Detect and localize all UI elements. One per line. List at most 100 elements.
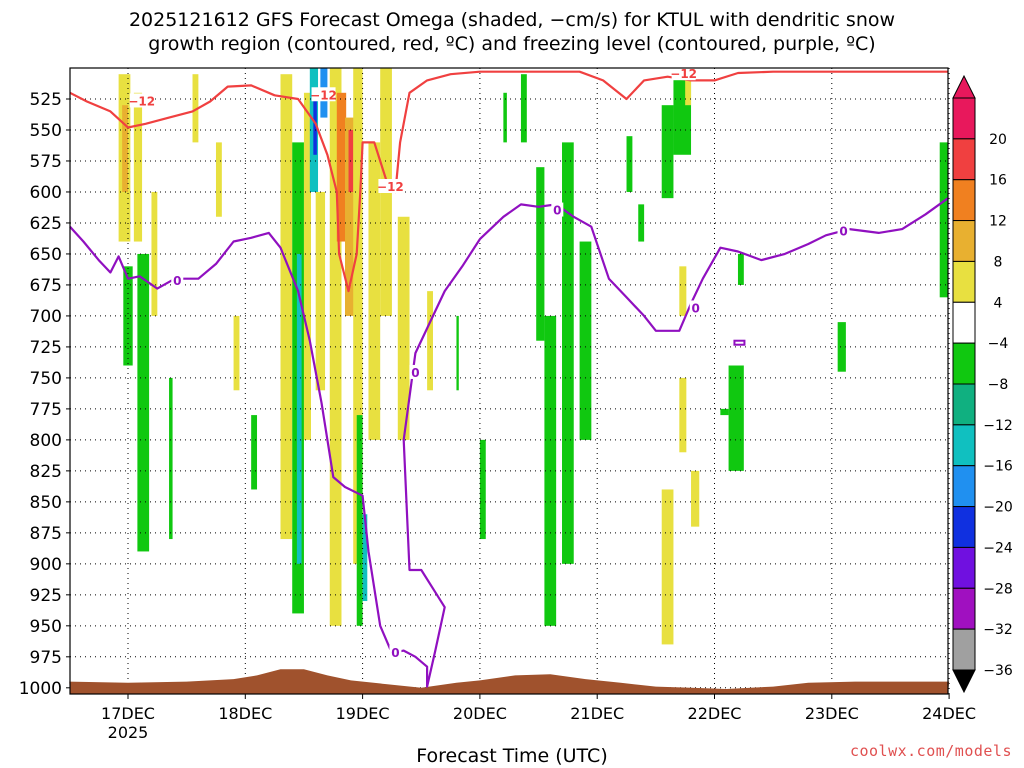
terrain-fill bbox=[69, 669, 950, 694]
omega-cell bbox=[296, 253, 302, 564]
omega-cell bbox=[720, 408, 729, 416]
colorbar-label: −28 bbox=[983, 581, 1013, 597]
y-tick-label: 825 bbox=[30, 462, 62, 482]
omega-cell bbox=[737, 253, 744, 285]
colorbar-band bbox=[952, 628, 976, 671]
x-year-label: 2025 bbox=[108, 723, 149, 742]
dgz-contour-label: −12 bbox=[670, 67, 697, 81]
omega-cell bbox=[520, 74, 527, 143]
omega-cell bbox=[728, 365, 744, 471]
omega-cell bbox=[356, 415, 363, 626]
y-tick-label: 550 bbox=[30, 121, 62, 141]
omega-cell bbox=[233, 315, 240, 391]
freezing-level-label: 0 bbox=[692, 301, 700, 315]
omega-cell bbox=[397, 216, 410, 440]
y-tick-label: 900 bbox=[30, 555, 62, 575]
colorbar-label: −24 bbox=[983, 540, 1013, 556]
omega-cell bbox=[456, 315, 459, 391]
omega-cell bbox=[251, 415, 258, 490]
omega-cell bbox=[215, 142, 222, 217]
colorbar-label: −4 bbox=[988, 336, 1009, 352]
source-credit: coolwx.com/models bbox=[849, 742, 1012, 760]
colorbar-label: 4 bbox=[994, 295, 1003, 311]
omega-cell bbox=[315, 191, 326, 391]
omega-cell bbox=[336, 92, 347, 242]
colorbar-band bbox=[952, 465, 976, 508]
freezing-level-contour: 0 0 0 0 0 0 bbox=[69, 197, 949, 688]
freezing-label-bg bbox=[837, 223, 850, 238]
plot-frame bbox=[69, 67, 949, 695]
omega-cell bbox=[691, 470, 700, 527]
freezing-level-label: 0 bbox=[411, 366, 419, 380]
freezing-label-bg bbox=[389, 645, 402, 660]
x-axis-title: Forecast Time (UTC) bbox=[416, 745, 608, 767]
colorbar-label: −12 bbox=[983, 418, 1013, 434]
omega-cell bbox=[192, 74, 199, 143]
omega-cell bbox=[133, 92, 143, 242]
freezing-level-label: 0 bbox=[391, 646, 399, 660]
omega-cell bbox=[280, 74, 293, 540]
colorbar-band bbox=[952, 383, 976, 426]
omega-cell bbox=[169, 377, 173, 540]
omega-cell bbox=[638, 204, 645, 242]
colorbar-band bbox=[952, 506, 976, 548]
freezing-level-label: 0 bbox=[173, 274, 181, 288]
colorbar-label: 8 bbox=[994, 254, 1003, 270]
freezing-level-isolated-contour bbox=[733, 339, 746, 346]
omega-cell bbox=[123, 266, 133, 366]
dgz-contour-label: −12 bbox=[310, 88, 337, 102]
y-tick-label: 775 bbox=[30, 400, 62, 420]
omega-shading bbox=[118, 68, 948, 645]
omega-cell bbox=[679, 377, 687, 453]
dgz-label-bg bbox=[671, 66, 696, 81]
colorbar-band bbox=[952, 260, 976, 303]
freezing-label-bg bbox=[551, 202, 564, 217]
x-tick-label: 17DEC bbox=[101, 704, 155, 723]
omega-cell bbox=[151, 191, 158, 316]
y-tick-label: 925 bbox=[30, 586, 62, 606]
dgz-label-bg bbox=[378, 179, 403, 194]
colorbar-band bbox=[952, 97, 976, 140]
y-tick-label: 975 bbox=[30, 648, 62, 668]
x-tick-label: 23DEC bbox=[805, 704, 859, 723]
chart-title-line-2: growth region (contoured, red, ºC) and f… bbox=[148, 33, 876, 55]
colorbar-label: −16 bbox=[983, 459, 1013, 475]
omega-cell bbox=[685, 74, 692, 106]
y-tick-label: 800 bbox=[30, 431, 62, 451]
dgz-contour-line bbox=[69, 70, 948, 293]
colorbar-band bbox=[952, 220, 976, 262]
colorbar-label: −32 bbox=[983, 622, 1013, 638]
freezing-label-bg bbox=[171, 273, 184, 288]
colorbar-band bbox=[952, 179, 976, 222]
y-tick-label: 525 bbox=[30, 90, 62, 110]
chart-title-line-1: 2025121612 GFS Forecast Omega (shaded, −… bbox=[128, 9, 896, 31]
omega-cell bbox=[303, 92, 311, 440]
dgz-label-bg bbox=[311, 87, 336, 102]
x-tick-label: 24DEC bbox=[922, 704, 976, 723]
omega-cell bbox=[122, 105, 128, 192]
x-tick-label: 19DEC bbox=[336, 704, 390, 723]
colorbar-arrow-top bbox=[952, 74, 976, 99]
freezing-label-bg bbox=[409, 364, 422, 379]
colorbar-band bbox=[952, 342, 976, 385]
y-tick-label: 650 bbox=[30, 245, 62, 265]
colorbar-label: 20 bbox=[989, 132, 1007, 148]
x-axis: 17DEC 18DEC 19DEC 20DEC 21DEC 22DEC 23DEC 24DEC… bbox=[101, 694, 976, 742]
omega-cell bbox=[362, 514, 368, 602]
y-tick-label: 700 bbox=[30, 307, 62, 327]
omega-cell bbox=[626, 136, 633, 192]
freezing-label-bg bbox=[689, 300, 702, 315]
colorbar-label: −36 bbox=[983, 663, 1013, 679]
colorbar-label: 12 bbox=[989, 214, 1007, 230]
plot-grid bbox=[70, 68, 950, 694]
omega-cell bbox=[137, 253, 150, 552]
omega-cell bbox=[503, 92, 507, 143]
omega-cell bbox=[679, 266, 687, 316]
y-tick-label: 600 bbox=[30, 183, 62, 203]
omega-cell bbox=[562, 142, 574, 564]
omega-cell bbox=[661, 489, 674, 645]
y-tick-label: 750 bbox=[30, 369, 62, 389]
y-tick-label: 950 bbox=[30, 617, 62, 637]
plot-border bbox=[69, 67, 949, 695]
